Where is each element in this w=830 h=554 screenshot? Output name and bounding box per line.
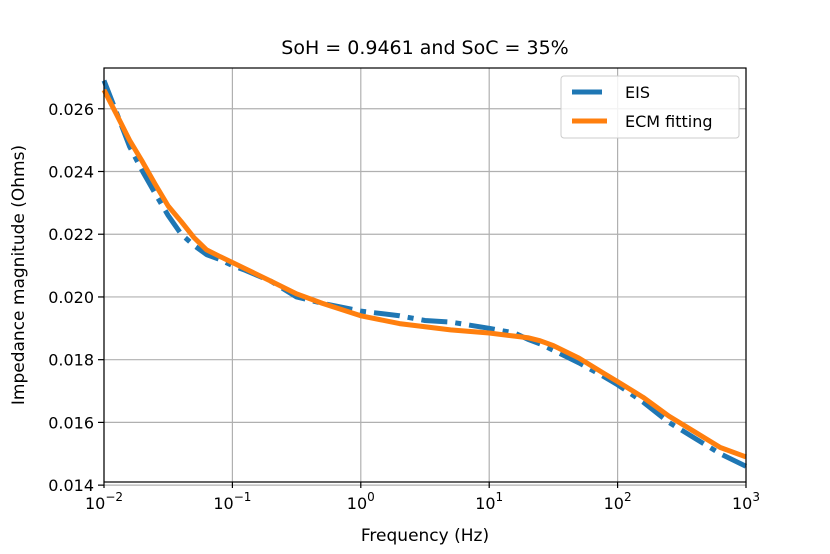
y-tick-label: 0.014 (48, 476, 94, 495)
series-line-eis (101, 79, 748, 469)
y-tick-label: 0.018 (48, 351, 94, 370)
series-layer (101, 79, 748, 469)
y-tick-label: 0.020 (48, 288, 94, 307)
legend: EIS ECM fitting (560, 75, 740, 139)
chart-title: SoH = 0.9461 and SoC = 35% (281, 37, 568, 59)
legend-label-eis: EIS (625, 83, 650, 102)
grid-layer (103, 68, 747, 486)
series-line-ecm-fitting (101, 88, 747, 460)
y-axis-label: Impedance magnitude (Ohms) (9, 145, 29, 405)
y-tick-label: 0.022 (48, 225, 94, 244)
x-axis-label: Frequency (Hz) (361, 526, 489, 546)
legend-label-ecm-fitting: ECM fitting (625, 112, 713, 131)
y-tick-label: 0.026 (48, 100, 94, 119)
plot-frame (103, 67, 747, 483)
y-tick-label: 0.024 (48, 163, 94, 182)
y-tick-label: 0.016 (48, 413, 94, 432)
